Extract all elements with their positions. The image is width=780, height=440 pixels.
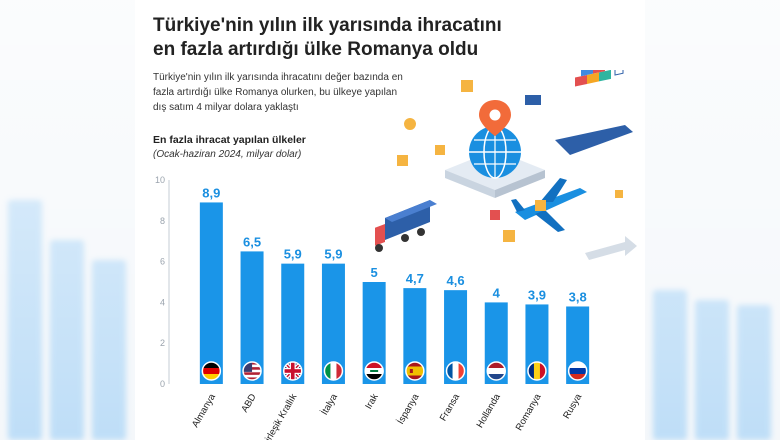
chart-subtitle: (Ocak-haziran 2024, milyar dolar): [153, 149, 302, 160]
y-tick-label: 8: [160, 216, 165, 226]
infographic-card: Türkiye'nin yılın ilk yarısında ihracatı…: [135, 0, 645, 440]
subtitle-line-3: dış satım 4 milyar dolara yaklaştı: [153, 102, 299, 113]
category-label: Hollanda: [475, 391, 504, 430]
background-blur-left: [0, 0, 135, 440]
page-title: Türkiye'nin yılın ilk yarısında ihracatı…: [153, 14, 633, 62]
spain-flag-icon: [405, 361, 425, 381]
romania-flag-icon: [527, 361, 547, 381]
bar-chart: 0 2 4 6 8 10 8,9 Almanya 6,5 ABD 5,9 Birleşik Kral…: [155, 175, 590, 440]
title-line-2: en fazla artırdığı ülke Romanya oldu: [153, 39, 479, 60]
category-label: İspanya: [395, 391, 422, 426]
bar-group: 4 Hollanda: [475, 285, 508, 430]
bar: [199, 202, 223, 384]
chart-title: En fazla ihracat yapılan ülkeler: [153, 134, 306, 146]
globe-icon: [469, 125, 521, 179]
bar-value-label: 3,9: [528, 287, 546, 302]
bar-group: 3,9 Romanya: [514, 287, 549, 433]
bar-value-label: 5: [371, 265, 378, 280]
airplane-icon: [511, 178, 587, 232]
cargo-box-icons: [397, 80, 623, 242]
uk-flag-icon: [283, 361, 303, 381]
usa-flag-icon: [242, 361, 262, 381]
bar-group: 3,8 Rusya: [561, 289, 590, 421]
y-tick-label: 2: [160, 338, 165, 348]
bar-value-label: 8,9: [202, 185, 220, 200]
bar-value-label: 6,5: [243, 234, 261, 249]
truck-icon: [375, 200, 437, 252]
category-label: Almanya: [190, 391, 218, 429]
bar-value-label: 4: [493, 285, 501, 300]
category-label: ABD: [239, 392, 258, 415]
bar-value-label: 5,9: [324, 247, 342, 262]
bar-group: 4,6 Fransa: [438, 273, 468, 423]
y-tick-label: 6: [160, 257, 165, 267]
bar-value-label: 4,6: [447, 273, 465, 288]
bar-value-label: 3,8: [569, 289, 587, 304]
bar-group: 8,9 Almanya: [190, 185, 223, 430]
iraq-flag-icon: [364, 361, 384, 381]
location-pin-icon: [479, 100, 511, 136]
cargo-ship-icon: [555, 70, 633, 155]
bar-value-label: 4,7: [406, 271, 424, 286]
category-label: Fransa: [438, 391, 463, 423]
title-line-1: Türkiye'nin yılın ilk yarısında ihracatı…: [153, 15, 502, 36]
bar-group: 5 Irak: [362, 265, 386, 411]
bar-group: 5,9 İtalya: [319, 247, 345, 417]
category-label: Romanya: [514, 391, 544, 432]
trade-illustration: [375, 70, 637, 260]
bar-group: 5,9 Birleşik Krallık: [260, 247, 305, 440]
netherlands-flag-icon: [486, 361, 506, 381]
bar: [403, 288, 427, 384]
category-label: İtalya: [319, 391, 340, 417]
bar-value-label: 5,9: [284, 247, 302, 262]
arrow-decoration: [585, 236, 637, 260]
bar: [321, 263, 345, 384]
russia-flag-icon: [567, 361, 588, 381]
y-tick-label: 10: [155, 175, 165, 185]
page-subtitle: Türkiye'nin yılın ilk yarısında ihracatı…: [153, 70, 453, 115]
subtitle-line-2: fazla artırdığı ülke Romanya olurken, bu…: [153, 87, 398, 98]
y-tick-label: 4: [160, 297, 165, 307]
y-axis: 0 2 4 6 8 10: [155, 175, 170, 389]
bar-group: 4,7 İspanya: [395, 271, 427, 426]
bar: [444, 290, 468, 384]
germany-flag-icon: [201, 361, 222, 381]
background-blur-right: [645, 0, 780, 440]
bar: [281, 263, 305, 384]
bar-group: 6,5 ABD: [239, 234, 264, 415]
bar: [362, 282, 386, 384]
y-tick-label: 0: [160, 379, 165, 389]
bars-group: 8,9 Almanya 6,5 ABD 5,9 Birleşik Krallık 5,9 İt…: [190, 185, 590, 440]
category-label: Irak: [363, 392, 381, 411]
category-label: Birleşik Krallık: [260, 392, 299, 440]
subtitle-line-1: Türkiye'nin yılın ilk yarısında ihracatı…: [153, 72, 403, 83]
italy-flag-icon: [323, 361, 344, 381]
category-label: Rusya: [561, 391, 584, 420]
bar: [240, 251, 264, 384]
france-flag-icon: [445, 361, 466, 381]
